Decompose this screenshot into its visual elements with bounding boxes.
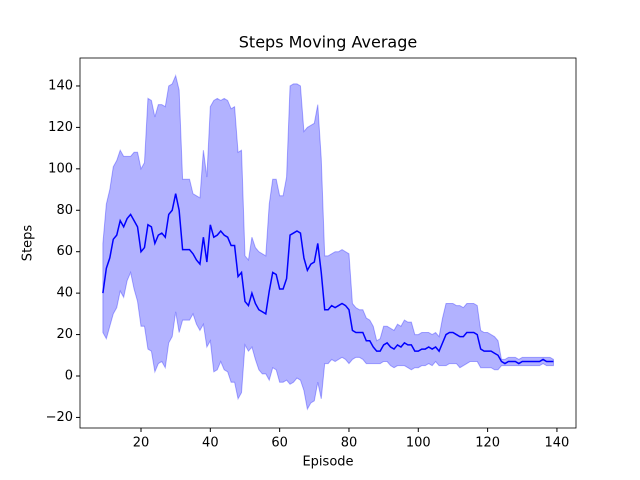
x-tick-label: 20 [133,436,150,451]
x-tick-label: 80 [341,436,358,451]
x-tick-label: 100 [406,436,431,451]
y-tick-label: 140 [48,78,73,93]
y-axis-label: Steps [21,225,36,262]
y-tick-label: −20 [46,410,73,425]
x-tick-label: 40 [202,436,219,451]
y-tick-label: 80 [56,203,73,218]
chart-title: Steps Moving Average [239,33,417,52]
x-tick-label: 140 [545,436,570,451]
y-tick-label: 60 [56,244,73,259]
band-area [102,74,554,411]
y-tick-label: 100 [48,161,73,176]
x-tick-label: 120 [475,436,500,451]
plot-frame [79,57,577,429]
mean-line [102,193,554,365]
x-axis-label: Episode [302,455,353,470]
y-tick-label: 20 [56,327,73,342]
y-tick-label: 120 [48,120,73,135]
x-tick-label: 60 [271,436,288,451]
y-tick-label: 40 [56,286,73,301]
y-tick-label: 0 [65,369,73,384]
